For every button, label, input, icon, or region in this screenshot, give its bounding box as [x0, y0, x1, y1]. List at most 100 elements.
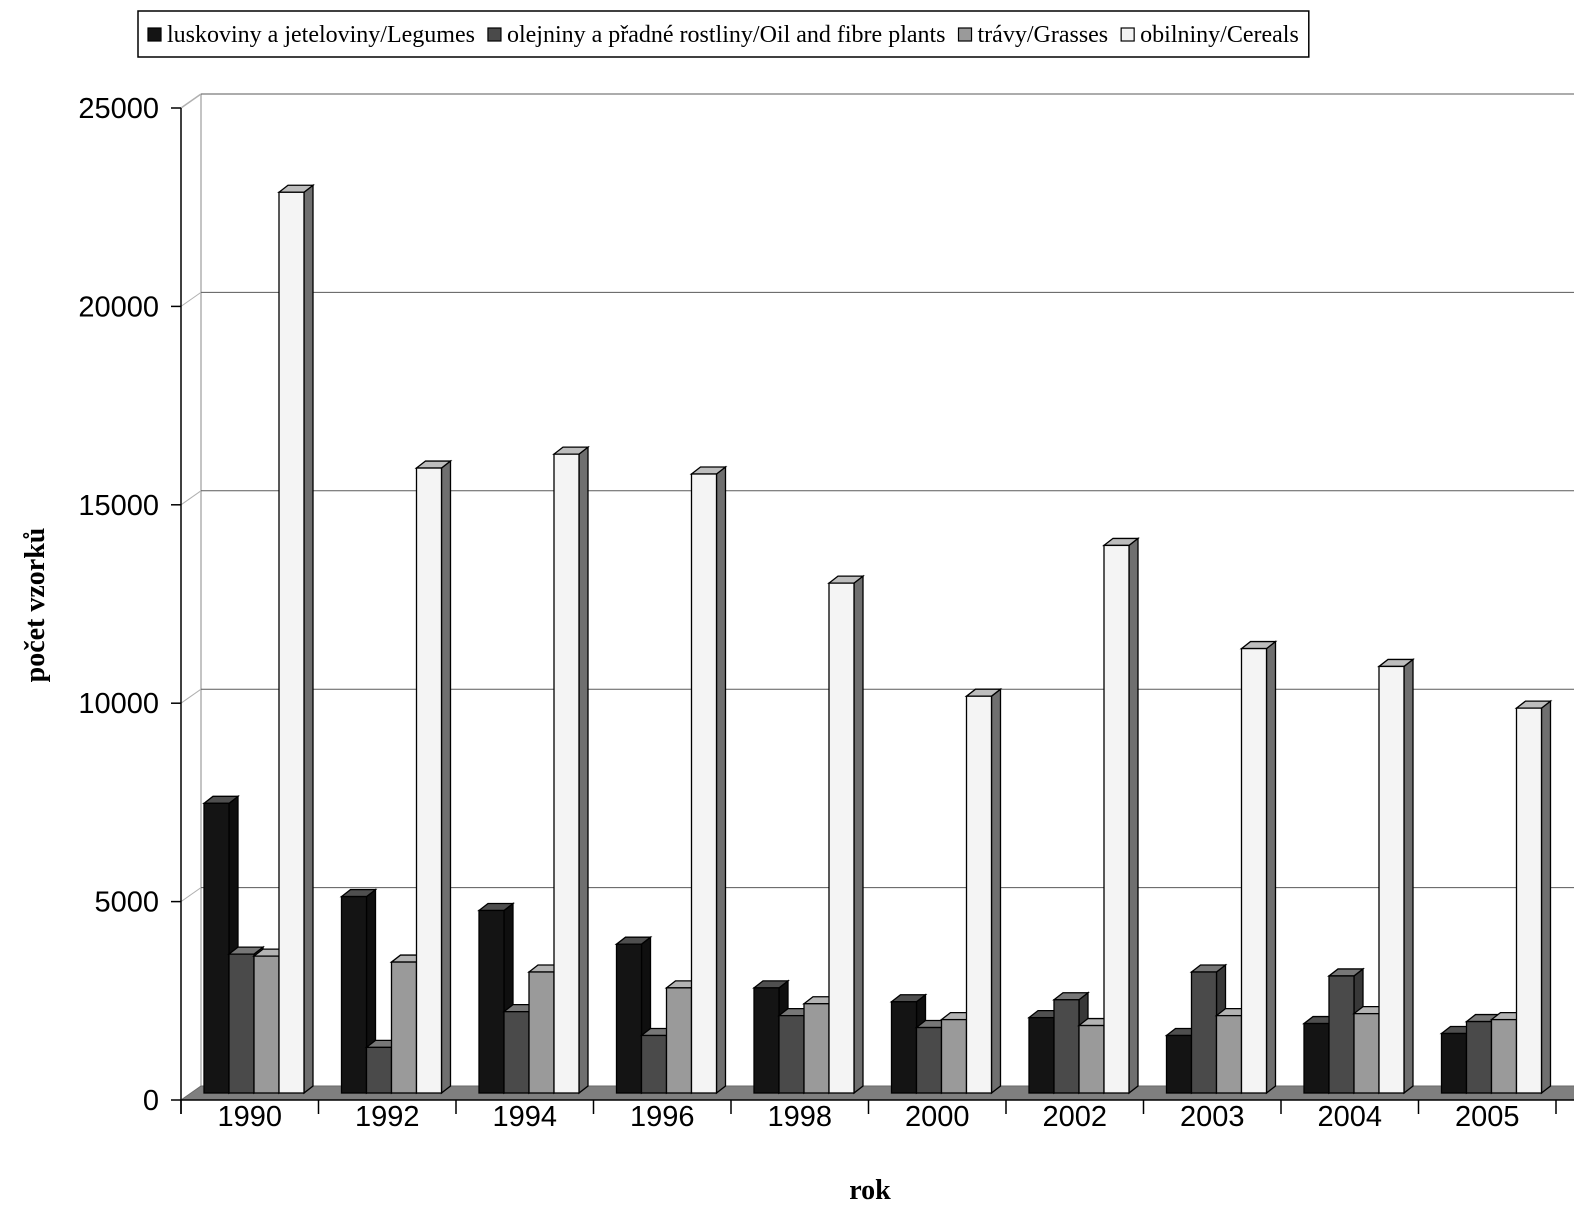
bar: [964, 687, 1003, 1095]
y-tick-label: 5000: [94, 887, 159, 919]
bar: [689, 465, 728, 1095]
y-axis-title: počet vzorků: [20, 528, 51, 683]
bar: [1514, 699, 1553, 1095]
legend-swatch: [957, 27, 973, 42]
bar-front: [1490, 1018, 1518, 1094]
bar-front: [503, 1011, 530, 1094]
bar-front: [1240, 647, 1268, 1094]
bar-front: [278, 191, 305, 1094]
legend-label: obilniny/Cereals: [1140, 22, 1299, 48]
legend-label: olejniny a přadné rostliny/Oil and fibre…: [507, 22, 946, 48]
x-tick-labels: 1990 1992 1994 1996 1998 2000 2002 2003 2004 2005: [217, 1101, 1519, 1133]
bar-side: [853, 574, 864, 1095]
axes: [171, 107, 1574, 1114]
bar-front: [690, 473, 718, 1094]
bar-side: [440, 459, 452, 1095]
bar-front: [1303, 1022, 1330, 1094]
y-tick-label: 25000: [78, 93, 159, 125]
bars: [202, 183, 1553, 1095]
x-tick-label: 1998: [767, 1101, 832, 1133]
bar: [827, 574, 865, 1095]
bar: [277, 183, 315, 1095]
bar-front: [1465, 1020, 1493, 1094]
legend-swatch: [487, 27, 502, 42]
bar-front: [1028, 1016, 1055, 1094]
bar-front: [415, 467, 443, 1094]
legend: luskoviny a jeteloviny/Legumes olejniny a…: [137, 10, 1310, 58]
bar-front: [1103, 544, 1130, 1094]
gridline-side: [180, 688, 202, 704]
bar-side: [990, 687, 1002, 1095]
bar-side: [715, 465, 727, 1095]
bar-front: [553, 453, 580, 1094]
bar-side: [578, 445, 589, 1095]
gridline-side: [180, 490, 202, 506]
bar: [1102, 537, 1140, 1095]
bar-side: [1403, 658, 1414, 1095]
bar-front: [890, 1001, 918, 1094]
bar-front: [340, 895, 368, 1094]
bar: [552, 445, 590, 1095]
bar-front: [915, 1026, 943, 1094]
bar: [339, 888, 378, 1095]
x-tick-label: 1990: [217, 1101, 282, 1133]
bar-front: [1165, 1034, 1193, 1094]
y-tick-labels: 0 5000 10000 15000 20000 25000: [78, 93, 159, 1117]
bar: [752, 979, 790, 1095]
x-tick-label: 1996: [630, 1101, 695, 1133]
bar-front: [803, 1003, 830, 1094]
bar-front: [1378, 665, 1405, 1094]
x-tick-label: 1992: [355, 1101, 420, 1133]
bar-side: [1540, 699, 1552, 1095]
legend-box: [137, 10, 1310, 58]
legend-swatch: [1120, 27, 1135, 42]
bar-front: [1053, 999, 1080, 1094]
x-axis-title: rok: [849, 1175, 891, 1206]
bar-side: [1265, 640, 1277, 1095]
y-tick-label: 15000: [78, 490, 159, 522]
bar-side: [1128, 537, 1139, 1095]
x-tick-label: 2005: [1455, 1101, 1520, 1133]
x-tick-label: 2003: [1180, 1101, 1245, 1133]
x-tick-label: 1994: [492, 1101, 557, 1133]
x-tick-label: 2000: [905, 1101, 970, 1133]
bar-front: [1515, 707, 1543, 1094]
bar-front: [778, 1014, 805, 1094]
y-tick-label: 10000: [78, 688, 159, 720]
bar-front: [1440, 1032, 1468, 1094]
bar-front: [1215, 1014, 1243, 1094]
legend-label: luskoviny a jeteloviny/Legumes: [167, 22, 475, 48]
bar-front: [828, 582, 855, 1094]
x-tick-label: 2002: [1042, 1101, 1107, 1133]
bar-front: [665, 987, 693, 1094]
bar-front: [253, 955, 280, 1094]
bar: [1239, 640, 1278, 1095]
bar-front: [1078, 1024, 1105, 1094]
bar-front: [940, 1018, 968, 1094]
legend-label: trávy/Grasses: [978, 22, 1109, 48]
y-tick-label: 0: [143, 1085, 159, 1117]
bar-front: [1353, 1012, 1380, 1094]
bar-front: [228, 953, 255, 1094]
bar-front: [615, 943, 643, 1094]
bar-front: [365, 1046, 393, 1094]
bar: [1377, 658, 1415, 1095]
gridlines: [180, 93, 1574, 903]
side-wall-top-edge: [180, 93, 202, 109]
bar-front: [478, 909, 505, 1094]
plot-walls: [180, 93, 202, 1086]
legend-swatch: [147, 27, 162, 42]
bar-front: [753, 987, 780, 1094]
bar-side: [303, 183, 314, 1095]
bar-front: [390, 961, 418, 1094]
bar-front: [640, 1034, 668, 1094]
bar-front: [528, 971, 555, 1094]
bar-front: [203, 802, 230, 1094]
y-tick-label: 20000: [78, 291, 159, 323]
bar-front: [1190, 971, 1218, 1094]
bar-front: [1328, 975, 1355, 1094]
bar-front: [965, 695, 993, 1094]
gridline-side: [180, 291, 202, 307]
bar: [414, 459, 453, 1095]
